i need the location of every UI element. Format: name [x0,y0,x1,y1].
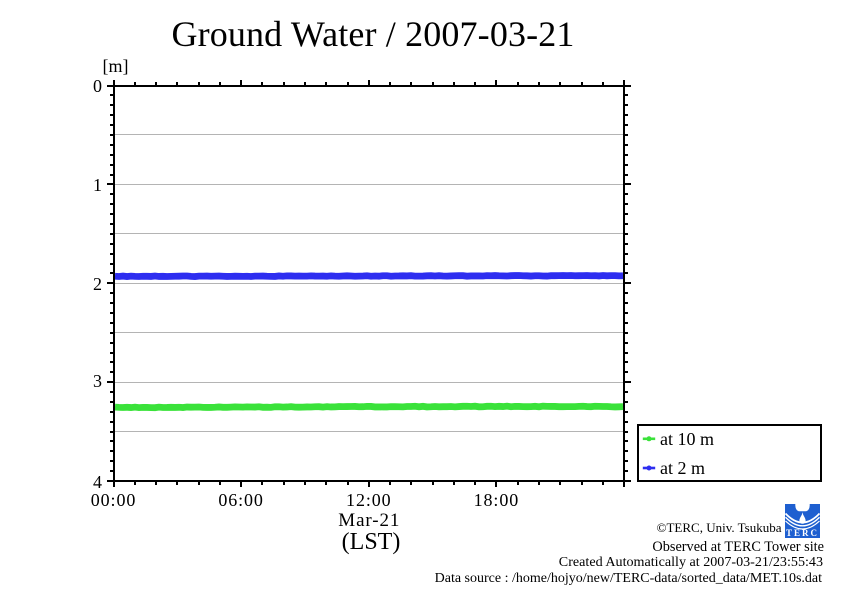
svg-text:TERC: TERC [786,528,819,538]
